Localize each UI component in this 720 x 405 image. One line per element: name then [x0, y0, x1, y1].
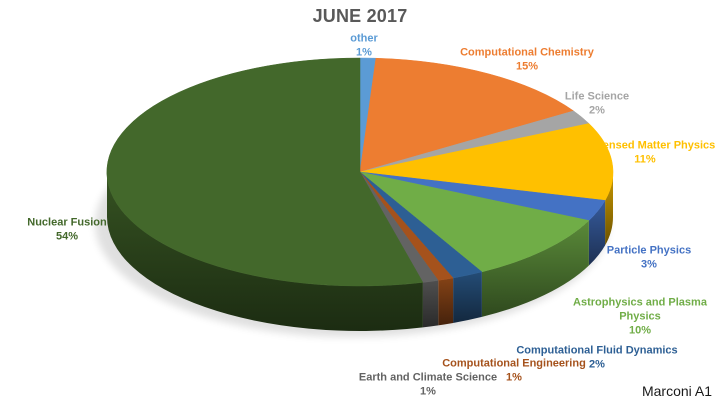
- slice-label-text: Computational Fluid Dynamics: [516, 344, 678, 357]
- slice-percent-text: 10%: [628, 323, 652, 336]
- pie-slice-condensed-matter-physics: [359, 123, 614, 201]
- pie-slice-side-nuclear-fusion: [107, 172, 423, 331]
- pie-slice-nuclear-fusion: [106, 57, 424, 287]
- pie-slice-side-astrophysics-and-plasma-physics: [481, 220, 589, 317]
- slice-label-text: Computational Engineering: [442, 357, 586, 370]
- slice-label-nuclear-fusion: Nuclear Fusion 54%: [7, 216, 127, 244]
- slice-percent-text: 15%: [515, 60, 539, 72]
- slice-label-text: Nuclear Fusion: [27, 216, 107, 229]
- slice-percent-text: 11%: [634, 153, 656, 165]
- slice-percent-text: 1%: [420, 385, 436, 397]
- slice-percent-text: 2%: [589, 104, 605, 116]
- pie-slice-computational-chemistry: [359, 57, 574, 173]
- pie-slice-side-earth-and-climate-science: [422, 280, 439, 328]
- slice-label-text: Earth and Climate Science: [358, 371, 498, 384]
- pie-slice-side-computational-fluid-dynamics: [453, 271, 482, 323]
- chart-footnote: Marconi A1: [641, 383, 712, 399]
- slice-label-computational-chemistry: Computational Chemistry 15%: [435, 46, 620, 74]
- slice-label-text: Computational Chemistry: [460, 46, 594, 59]
- pie-slice-side-condensed-matter-physics: [605, 172, 614, 246]
- slice-label-computational-engineering: Computational Engineering 1%: [422, 357, 607, 385]
- slice-label-astrophysics-and-plasma-physics: Astrophysics and Plasma Physics 10%: [561, 296, 719, 337]
- slice-label-other: other 1%: [329, 32, 399, 60]
- slice-label-text: Particle Physics: [606, 244, 692, 257]
- slice-label-text: Condensed Matter Physics: [574, 139, 716, 152]
- slice-percent-text: 1%: [506, 371, 522, 383]
- slice-percent-text: 3%: [641, 258, 657, 270]
- slice-label-text: Life Science: [564, 90, 630, 103]
- slice-label-text: other: [350, 32, 378, 45]
- slice-label-life-science: Life Science 2%: [542, 90, 652, 118]
- slice-label-computational-fluid-dynamics: Computational Fluid Dynamics 2%: [497, 344, 697, 372]
- pie-slice-astrophysics-and-plasma-physics: [359, 171, 590, 273]
- slice-label-earth-and-climate-science: Earth and Climate Science 1%: [341, 371, 516, 399]
- slice-percent-text: 2%: [589, 358, 605, 370]
- slice-label-text: Astrophysics and Plasma Physics: [573, 296, 707, 323]
- slice-percent-text: 54%: [55, 230, 79, 242]
- slice-percent-text: 1%: [356, 46, 372, 58]
- slice-label-condensed-matter-physics: Condensed Matter Physics 11%: [558, 139, 720, 167]
- pie-slice-side-computational-engineering: [438, 278, 454, 326]
- chart-title: JUNE 2017: [312, 6, 408, 26]
- slice-label-particle-physics: Particle Physics 3%: [589, 244, 709, 272]
